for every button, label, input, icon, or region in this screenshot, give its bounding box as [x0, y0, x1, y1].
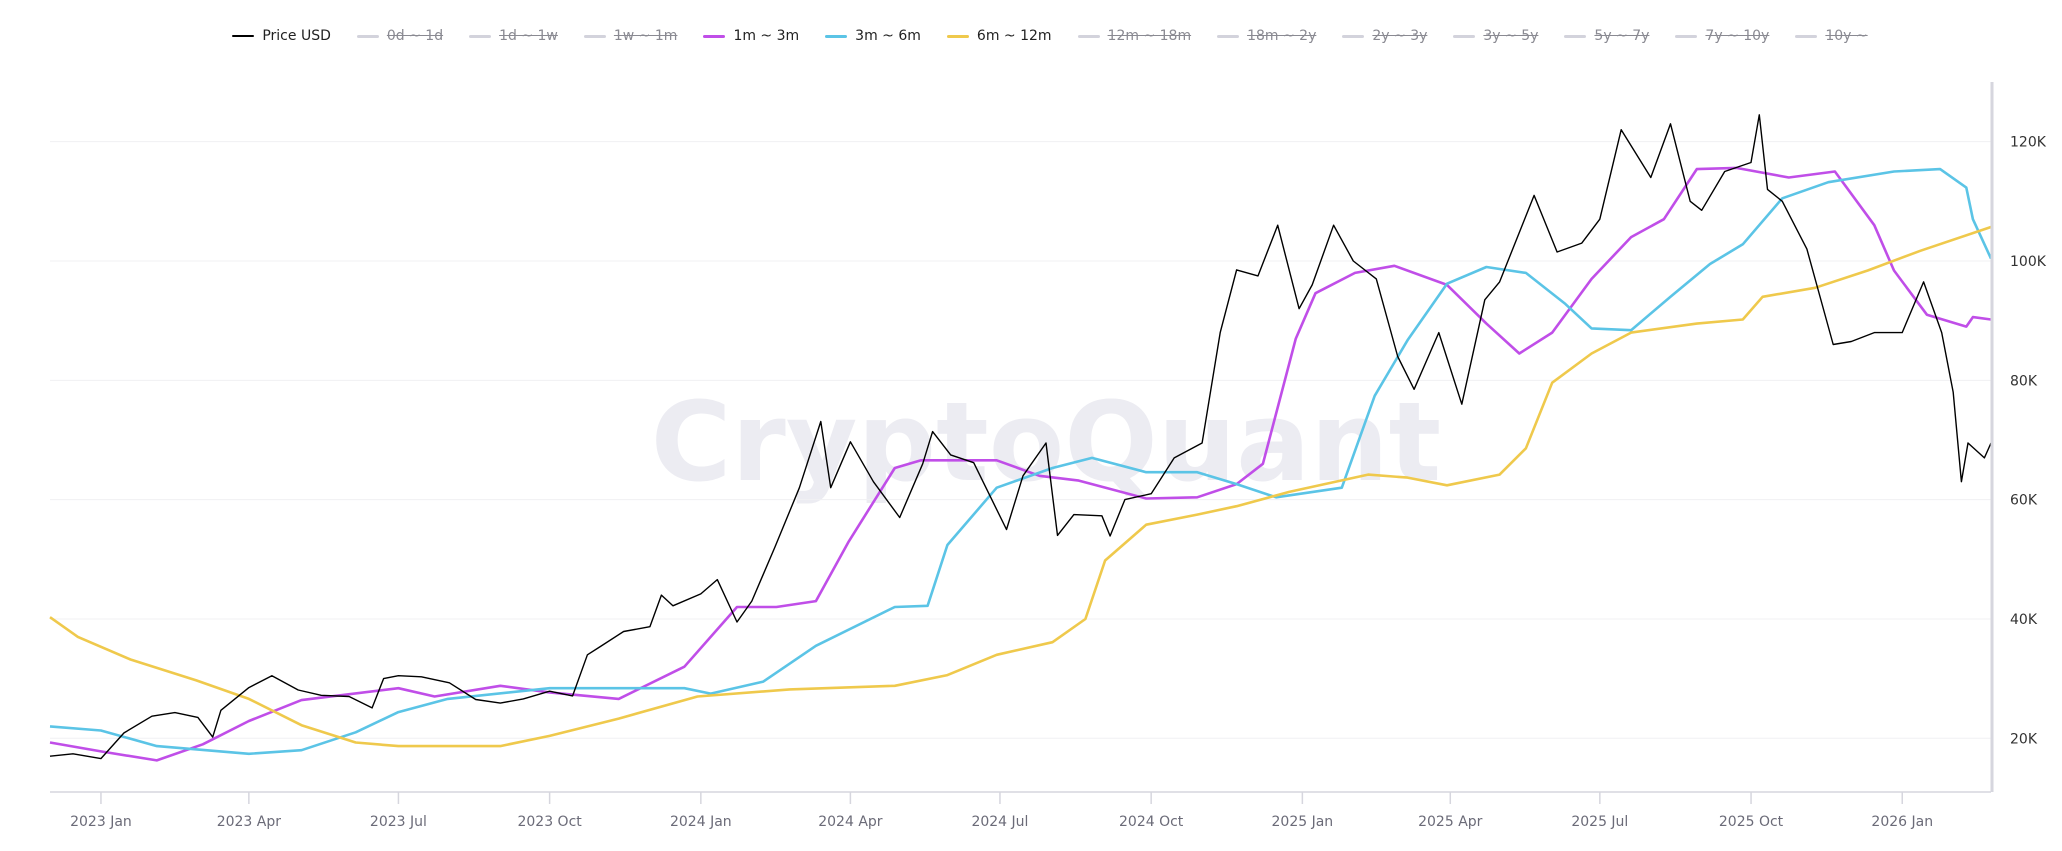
- series-line-price-usd: [49, 114, 1992, 760]
- legend-item[interactable]: 1w ~ 1m: [583, 28, 678, 44]
- legend-label: 2y ~ 3y: [1372, 28, 1428, 44]
- x-tick-label: 2023 Apr: [217, 814, 282, 830]
- legend-label: 12m ~ 18m: [1107, 28, 1192, 44]
- legend-swatch: [1342, 34, 1365, 38]
- legend-swatch: [1675, 34, 1698, 38]
- x-tick-label: 2023 Jan: [70, 814, 132, 830]
- y-tick-label: 40K: [2010, 612, 2038, 628]
- legend-item[interactable]: 1d ~ 1w: [469, 28, 558, 44]
- legend-label: 5y ~ 7y: [1594, 28, 1650, 44]
- x-tick-label: 2023 Jul: [370, 814, 427, 830]
- legend-label: 1w ~ 1m: [613, 28, 678, 44]
- legend-label: 18m ~ 2y: [1247, 28, 1317, 44]
- legend-swatch: [1795, 34, 1818, 38]
- legend-item[interactable]: 3m ~ 6m: [825, 28, 921, 44]
- legend-label: 1m ~ 3m: [733, 28, 800, 44]
- x-tick-label: 2025 Apr: [1418, 814, 1483, 830]
- legend-swatch: [946, 34, 969, 38]
- legend-swatch: [356, 34, 379, 38]
- x-tick-label: 2025 Jan: [1272, 814, 1334, 830]
- watermark: CryptoQuant: [651, 378, 1442, 506]
- legend-item[interactable]: Price USD: [232, 28, 331, 44]
- x-tick-label: 2026 Jan: [1871, 814, 1933, 830]
- series-line-6m-12m: [49, 225, 1992, 748]
- y-tick-label: 80K: [2010, 373, 2038, 389]
- legend-item[interactable]: 7y ~ 10y: [1675, 28, 1769, 44]
- series-line-1m-3m: [49, 166, 1992, 762]
- series-line-3m-6m: [49, 167, 1993, 756]
- y-tick-label: 120K: [2010, 135, 2047, 151]
- x-tick-label: 2024 Jul: [971, 814, 1028, 830]
- legend-swatch: [1564, 34, 1587, 38]
- legend-swatch: [703, 34, 726, 38]
- legend-item[interactable]: 18m ~ 2y: [1217, 28, 1316, 44]
- y-tick-label: 100K: [2010, 254, 2047, 270]
- legend-item[interactable]: 10y ~: [1795, 28, 1868, 44]
- legend-swatch: [469, 34, 492, 38]
- x-tick-label: 2023 Oct: [517, 814, 582, 830]
- legend-item[interactable]: 0d ~ 1d: [356, 28, 444, 44]
- legend-item[interactable]: 5y ~ 7y: [1564, 28, 1649, 44]
- x-tick-label: 2024 Oct: [1119, 814, 1184, 830]
- legend-swatch: [232, 35, 255, 37]
- legend-label: 7y ~ 10y: [1705, 28, 1770, 44]
- legend-label: Price USD: [262, 28, 331, 44]
- x-tick-label: 2025 Jul: [1571, 814, 1628, 830]
- legend-swatch: [583, 34, 606, 38]
- legend-item[interactable]: 12m ~ 18m: [1077, 28, 1192, 44]
- y-tick-label: 20K: [2010, 731, 2038, 747]
- legend-label: 1d ~ 1w: [499, 28, 558, 44]
- legend-swatch: [1453, 34, 1476, 38]
- x-tick-label: 2024 Jan: [670, 814, 732, 830]
- legend-swatch: [1217, 34, 1240, 38]
- legend-swatch: [825, 34, 848, 38]
- legend-label: 3m ~ 6m: [855, 28, 921, 44]
- legend-label: 3y ~ 5y: [1483, 28, 1539, 44]
- legend-label: 6m ~ 12m: [976, 28, 1052, 44]
- legend-item[interactable]: 3y ~ 5y: [1453, 28, 1538, 44]
- y-tick-label: 60K: [2010, 493, 2038, 509]
- legend-item[interactable]: 6m ~ 12m: [946, 28, 1052, 44]
- legend-swatch: [1077, 34, 1100, 38]
- x-tick-label: 2024 Apr: [818, 814, 883, 830]
- legend-item[interactable]: 2y ~ 3y: [1342, 28, 1427, 44]
- x-tick-label: 2025 Oct: [1719, 814, 1784, 830]
- chart-legend: Price USD 0d ~ 1d 1d ~ 1w 1w ~ 1m 1m ~ 3m 3m …: [230, 28, 1870, 44]
- legend-label: 0d ~ 1d: [386, 28, 444, 44]
- legend-label: 10y ~: [1825, 28, 1868, 44]
- legend-item[interactable]: 1m ~ 3m: [703, 28, 799, 44]
